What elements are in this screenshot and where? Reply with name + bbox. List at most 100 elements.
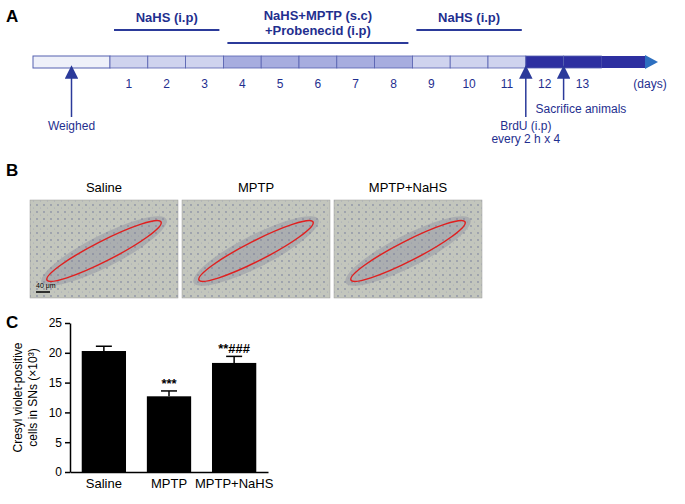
y-tick-mark: [65, 353, 70, 355]
event-label: every 2 h x 4: [491, 132, 560, 146]
timeline-day: [261, 56, 299, 68]
y-axis-line: [70, 324, 72, 473]
timeline-day: [337, 56, 375, 68]
micrograph-image: [30, 200, 178, 298]
y-tick-label: 5: [55, 436, 62, 450]
x-tick: Saline: [86, 476, 122, 491]
x-tick-label: Saline: [86, 476, 122, 491]
x-axis-line: [71, 472, 269, 474]
y-tick-mark: [65, 323, 70, 325]
error-bar: [233, 356, 235, 363]
timeline-day: [375, 56, 413, 68]
timeline-day: [488, 56, 526, 68]
y-tick-mark: [65, 442, 70, 444]
timeline-tail: [601, 56, 645, 68]
scale-bar: [36, 291, 50, 293]
day-label: 12: [538, 77, 552, 91]
significance-label: **###: [218, 341, 251, 356]
y-tick-label: 25: [49, 316, 63, 330]
y-tick: 0: [55, 465, 70, 479]
phase-label: NaHS+MPTP (s.c): [264, 8, 373, 23]
y-tick-mark: [65, 412, 70, 414]
y-axis: 0 5 10 15 20 25: [49, 316, 71, 479]
y-tick: 20: [49, 346, 70, 360]
event-label: BrdU (i.p): [500, 119, 551, 133]
event-arrow: [525, 72, 527, 117]
significance-label: ***: [161, 376, 177, 391]
day-label: 11: [501, 77, 514, 91]
panel-label: B: [6, 161, 18, 180]
micrograph-title: Saline: [86, 180, 122, 195]
phase-label: +Probenecid (i.p): [265, 23, 371, 38]
micrograph-title: MPTP: [238, 180, 274, 195]
phase-label: NaHS (i.p): [136, 10, 198, 25]
region-outline: [346, 213, 469, 289]
x-tick: MPTP: [151, 476, 187, 491]
error-bar: [168, 391, 170, 396]
timeline-pre-segment: [33, 56, 110, 68]
timeline: 12345678910111213(days)NaHS (i.p)NaHS+MP…: [33, 8, 667, 146]
timeline-day: [412, 56, 450, 68]
y-tick-mark: [65, 382, 70, 384]
y-tick-label: 0: [55, 465, 62, 479]
x-tick: MPTP+NaHS: [195, 476, 274, 491]
micrograph: [182, 200, 330, 298]
timeline-arrow: [645, 55, 658, 69]
timeline-day: [223, 56, 261, 68]
panel-label: A: [6, 7, 18, 26]
unit-label: (days): [633, 77, 666, 91]
scale-bar-label: 40 μm: [36, 282, 56, 290]
y-axis-title: Cresyl violet-positive: [11, 342, 25, 452]
y-tick-label: 20: [49, 346, 63, 360]
day-label: 2: [163, 77, 170, 91]
y-tick-label: 10: [49, 406, 63, 420]
timeline-day: [110, 56, 148, 68]
phase-line: [416, 29, 521, 31]
y-axis-title: cells in SNs (×10³): [26, 348, 40, 446]
day-label: 3: [201, 77, 208, 91]
timeline-day: [299, 56, 337, 68]
day-label: 8: [390, 77, 397, 91]
region-outline: [194, 213, 317, 289]
plot-marks: [82, 346, 257, 472]
day-label: 6: [315, 77, 322, 91]
error-cap: [96, 345, 112, 347]
y-tick-mark: [65, 472, 70, 474]
phase-line: [114, 29, 219, 31]
phase-line: [227, 42, 408, 44]
tissue-band: [186, 205, 325, 297]
x-tick-label: MPTP+NaHS: [195, 476, 274, 491]
day-label: 7: [352, 77, 359, 91]
bar: [147, 396, 191, 472]
timeline-day: [186, 56, 224, 68]
x-tick-label: MPTP: [151, 476, 187, 491]
day-label: 13: [576, 77, 590, 91]
event-arrow: [563, 72, 565, 100]
y-tick: 5: [55, 436, 70, 450]
micrograph-image: [334, 200, 482, 298]
y-tick: 15: [49, 376, 70, 390]
y-tick: 25: [49, 316, 70, 330]
y-tick: 10: [49, 406, 70, 420]
phase-label: NaHS (i.p): [438, 10, 500, 25]
day-label: 4: [239, 77, 246, 91]
bar: [82, 351, 126, 472]
micrograph: [334, 200, 482, 298]
event-label: Sacrifice animals: [536, 102, 627, 116]
day-label: 1: [126, 77, 133, 91]
timeline-day: [148, 56, 186, 68]
micrograph-title: MPTP+NaHS: [369, 180, 448, 195]
bar: [212, 363, 256, 472]
event-arrow: [71, 72, 73, 117]
event-label: Weighed: [48, 119, 95, 133]
timeline-day: [526, 56, 564, 68]
x-axis: Saline MPTP MPTP+NaHS: [71, 473, 274, 492]
micrograph: [30, 200, 178, 298]
day-label: 5: [277, 77, 284, 91]
timeline-day: [450, 56, 488, 68]
micrograph-image: [182, 200, 330, 298]
day-label: 9: [428, 77, 435, 91]
region-outline: [42, 213, 165, 289]
y-tick-label: 15: [49, 376, 63, 390]
tissue-band: [34, 205, 173, 297]
